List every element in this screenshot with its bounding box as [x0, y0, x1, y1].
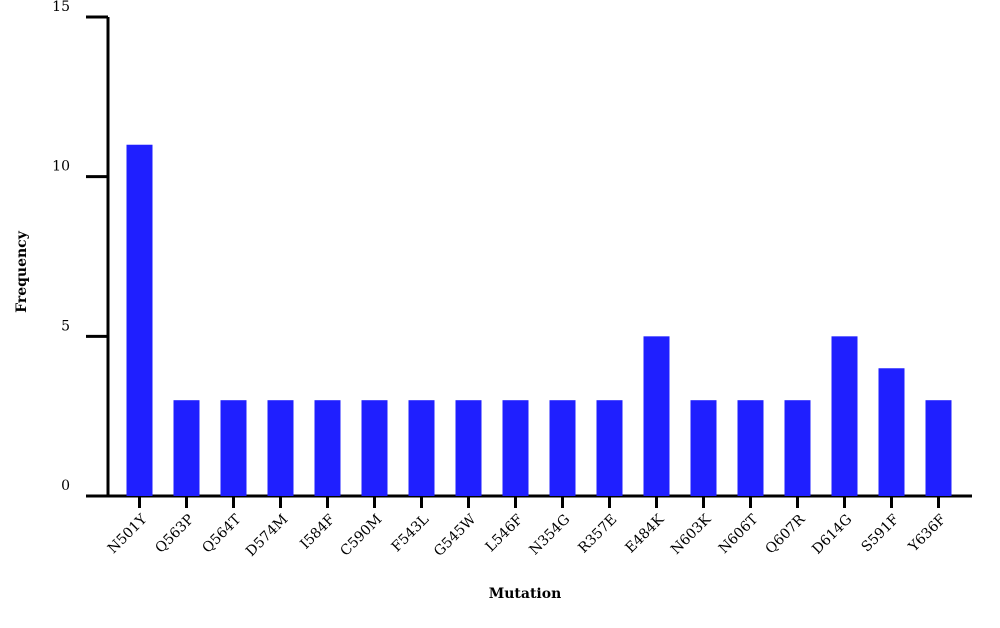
bar: [126, 144, 153, 496]
bar: [784, 400, 811, 496]
x-tick-label: D614G: [809, 512, 855, 558]
x-tick-label: S591F: [858, 511, 902, 555]
x-tick-label: G545W: [431, 511, 480, 560]
x-tick-label: D574M: [243, 512, 291, 560]
bar: [455, 400, 482, 496]
x-tick-label: N603K: [668, 511, 715, 558]
x-tick-label: R357E: [575, 512, 620, 557]
bar: [737, 400, 764, 496]
bar: [267, 400, 294, 496]
bar: [925, 400, 952, 496]
bar: [502, 400, 529, 496]
bar: [549, 400, 576, 496]
bar: [878, 368, 905, 496]
x-tick-label: L546F: [483, 511, 527, 555]
x-axis-title: Mutation: [489, 586, 562, 602]
x-tick-label: N354G: [527, 512, 574, 559]
x-tick-label: F543L: [389, 512, 433, 556]
x-tick-label: N606T: [716, 511, 762, 557]
x-tick-label: Q607R: [763, 511, 809, 557]
bar: [173, 400, 200, 496]
bar: [220, 400, 247, 496]
y-tick-label: 0: [61, 478, 70, 494]
bar: [408, 400, 435, 496]
x-tick-label: E484K: [622, 511, 667, 556]
bar: [690, 400, 717, 496]
x-tick-label: Y636F: [905, 511, 950, 556]
x-tick-label: C590M: [337, 512, 385, 560]
x-tick-label: N501Y: [105, 511, 151, 557]
y-tick-label: 5: [61, 318, 70, 334]
bar: [361, 400, 388, 496]
x-tick-label: Q563P: [152, 512, 197, 557]
y-tick-label: 10: [52, 159, 70, 175]
x-tick-label: Q564T: [199, 511, 244, 556]
bar: [314, 400, 341, 496]
y-axis-title: Frequency: [14, 230, 30, 313]
y-tick-label: 15: [52, 0, 70, 15]
bar: [596, 400, 623, 496]
x-tick-label: I584F: [297, 511, 338, 552]
bar: [831, 336, 858, 496]
bar: [643, 336, 670, 496]
